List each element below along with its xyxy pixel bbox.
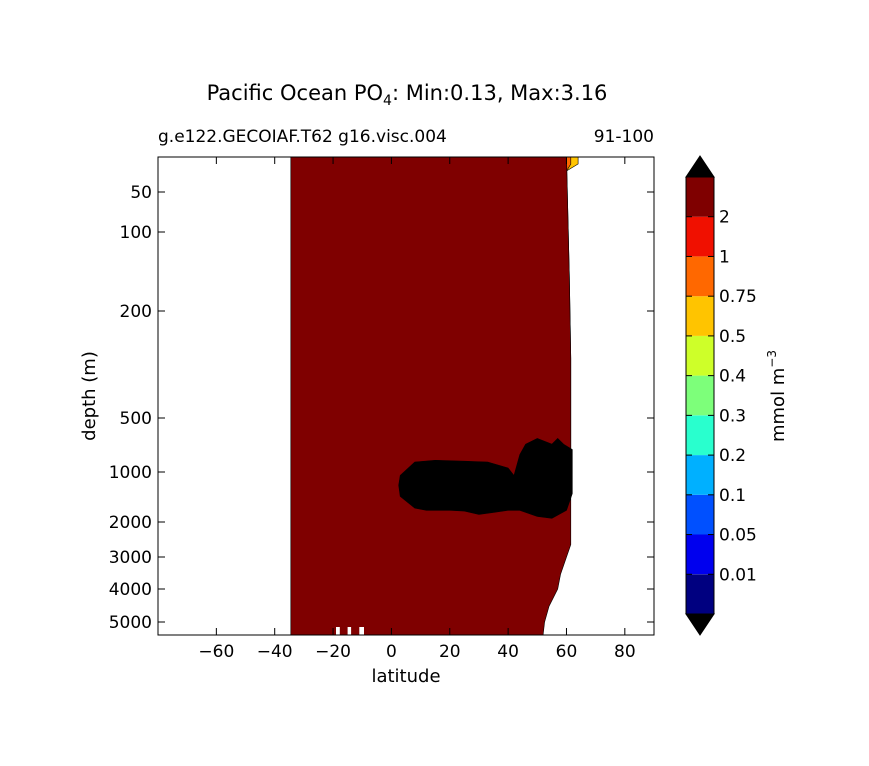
colorbar-swatch-6 — [686, 335, 714, 376]
colorbar-label-8: 1 — [719, 247, 730, 267]
y-axis-label: depth (m) — [79, 351, 100, 441]
colorbar-label-text: mmol m — [768, 368, 789, 442]
colorbar-label-6: 0.5 — [719, 327, 746, 347]
y-tick-label-500: 500 — [120, 409, 152, 429]
colorbar-label-5: 0.4 — [719, 367, 746, 387]
colorbar-swatch-0 — [686, 574, 714, 614]
x-tick-label--40: −40 — [257, 642, 293, 662]
plot-frame — [157, 156, 655, 636]
colorbar-swatch-9 — [686, 216, 714, 257]
contour-fill-group — [290, 157, 579, 635]
colorbar-label: mmol m−3 — [765, 350, 789, 442]
x-axis-ticks: −60 −40 −20 0 20 40 60 80 — [198, 157, 636, 662]
colorbar-label-9: 2 — [719, 208, 730, 228]
contour-region-10-9 — [290, 157, 572, 635]
y-tick-label-3000: 3000 — [109, 548, 152, 568]
contour-region-11-10 — [398, 437, 573, 519]
colorbar-extend-top — [685, 155, 715, 178]
colorbar-label-0: 0.01 — [719, 565, 757, 585]
missing-data-gaps — [336, 627, 364, 635]
colorbar-label-1: 0.05 — [719, 526, 757, 546]
colorbar-swatch-1 — [686, 534, 714, 575]
colorbar-label-4: 0.3 — [719, 406, 746, 426]
x-tick-label-40: 40 — [497, 642, 519, 662]
y-tick-label-2000: 2000 — [109, 513, 152, 533]
colorbar-frame — [685, 176, 715, 615]
x-tick-label-0: 0 — [386, 642, 397, 662]
colorbar-swatch-10 — [686, 177, 714, 217]
colorbar-swatch-8 — [686, 256, 714, 297]
y-tick-label-1000: 1000 — [109, 463, 152, 483]
chart-title-subscript: 4 — [383, 93, 392, 109]
chart-title: Pacific Ocean PO4: Min:0.13, Max:3.16 — [207, 81, 608, 109]
colorbar: 0.01 0.05 0.1 0.2 0.3 0.4 0.5 0.75 1 2 — [685, 155, 757, 636]
colorbar-swatch-5 — [686, 375, 714, 416]
colorbar-extend-bottom — [685, 613, 715, 636]
colorbar-swatch-2 — [686, 494, 714, 535]
y-tick-label-4000: 4000 — [109, 580, 152, 600]
x-tick-label-60: 60 — [556, 642, 578, 662]
colorbar-swatch-3 — [686, 455, 714, 495]
y-tick-label-200: 200 — [120, 302, 152, 322]
x-tick-label--60: −60 — [198, 642, 234, 662]
chart-subtitle-right: 91-100 — [594, 127, 654, 147]
chart-title-suffix: : Min:0.13, Max:3.16 — [392, 81, 607, 105]
colorbar-label-7: 0.75 — [719, 287, 757, 307]
missing-cell-2 — [359, 627, 364, 635]
colorbar-swatch-7 — [686, 296, 714, 336]
colorbar-label-3: 0.2 — [719, 446, 746, 466]
chart-subtitle-left: g.e122.GECOIAF.T62 g16.visc.004 — [158, 127, 447, 147]
chart-title-prefix: Pacific Ocean PO — [207, 81, 383, 105]
y-tick-label-5000: 5000 — [109, 613, 152, 633]
y-axis-ticks: 50 100 200 500 1000 2000 3000 4000 5000 — [109, 183, 654, 633]
y-tick-label-50: 50 — [130, 183, 152, 203]
missing-cell-0 — [336, 627, 340, 635]
colorbar-swatch-4 — [686, 415, 714, 456]
x-axis-label: latitude — [371, 666, 440, 687]
x-tick-label-80: 80 — [614, 642, 636, 662]
x-tick-label--20: −20 — [315, 642, 351, 662]
missing-cell-1 — [347, 627, 352, 635]
colorbar-label-exponent: −3 — [765, 350, 779, 368]
y-tick-label-100: 100 — [120, 223, 152, 243]
colorbar-label-2: 0.1 — [719, 486, 746, 506]
x-tick-label-20: 20 — [439, 642, 461, 662]
